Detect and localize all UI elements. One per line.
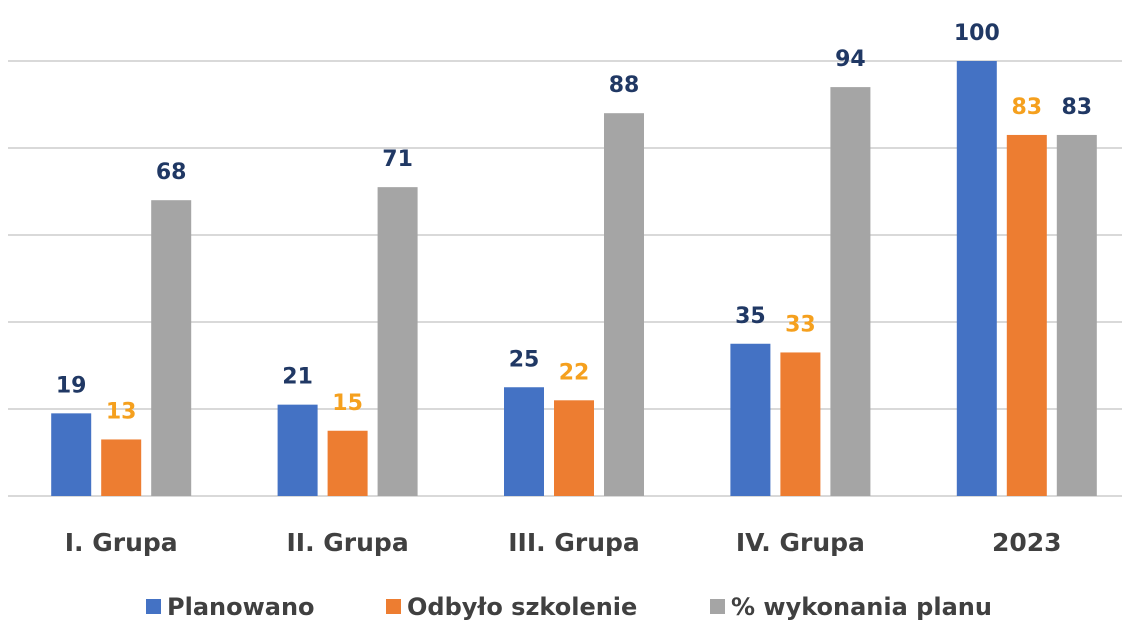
data-label: 88 — [609, 73, 640, 98]
bar — [151, 200, 192, 496]
bar — [277, 404, 318, 496]
data-label: 21 — [282, 365, 313, 390]
bar — [327, 430, 368, 496]
data-label: 25 — [509, 347, 540, 372]
x-tick-label: IV. Grupa — [736, 528, 865, 557]
data-label: 68 — [156, 160, 187, 185]
data-label: 33 — [785, 312, 816, 337]
bar — [830, 87, 871, 496]
bar — [730, 343, 771, 496]
legend-label: Odbyło szkolenie — [407, 593, 637, 621]
legend-swatch — [710, 599, 725, 614]
data-label: 83 — [1011, 95, 1042, 120]
data-label: 71 — [382, 147, 413, 172]
legend-swatch — [146, 599, 161, 614]
legend-label: Planowano — [167, 593, 315, 621]
x-tick-label: I. Grupa — [65, 528, 178, 557]
bar — [1056, 134, 1097, 496]
legend-swatch — [386, 599, 401, 614]
data-label: 19 — [56, 373, 87, 398]
bar — [504, 387, 544, 496]
x-tick-label: 2023 — [992, 528, 1062, 557]
bar — [956, 61, 997, 496]
data-label: 13 — [106, 399, 137, 424]
legend-label: % wykonania planu — [731, 593, 992, 621]
data-label: 15 — [332, 391, 363, 416]
bar — [101, 439, 142, 496]
bar — [604, 113, 644, 496]
data-label: 83 — [1061, 95, 1092, 120]
bar — [377, 187, 418, 496]
data-label: 100 — [954, 21, 1000, 46]
bar — [1006, 134, 1047, 496]
x-tick-label: III. Grupa — [508, 528, 640, 557]
data-label: 22 — [559, 360, 590, 385]
bar — [780, 352, 821, 496]
x-tick-label: II. Grupa — [286, 528, 408, 557]
data-label: 94 — [835, 47, 866, 72]
bar — [554, 400, 594, 496]
data-label: 35 — [735, 304, 766, 329]
bar — [51, 413, 92, 496]
